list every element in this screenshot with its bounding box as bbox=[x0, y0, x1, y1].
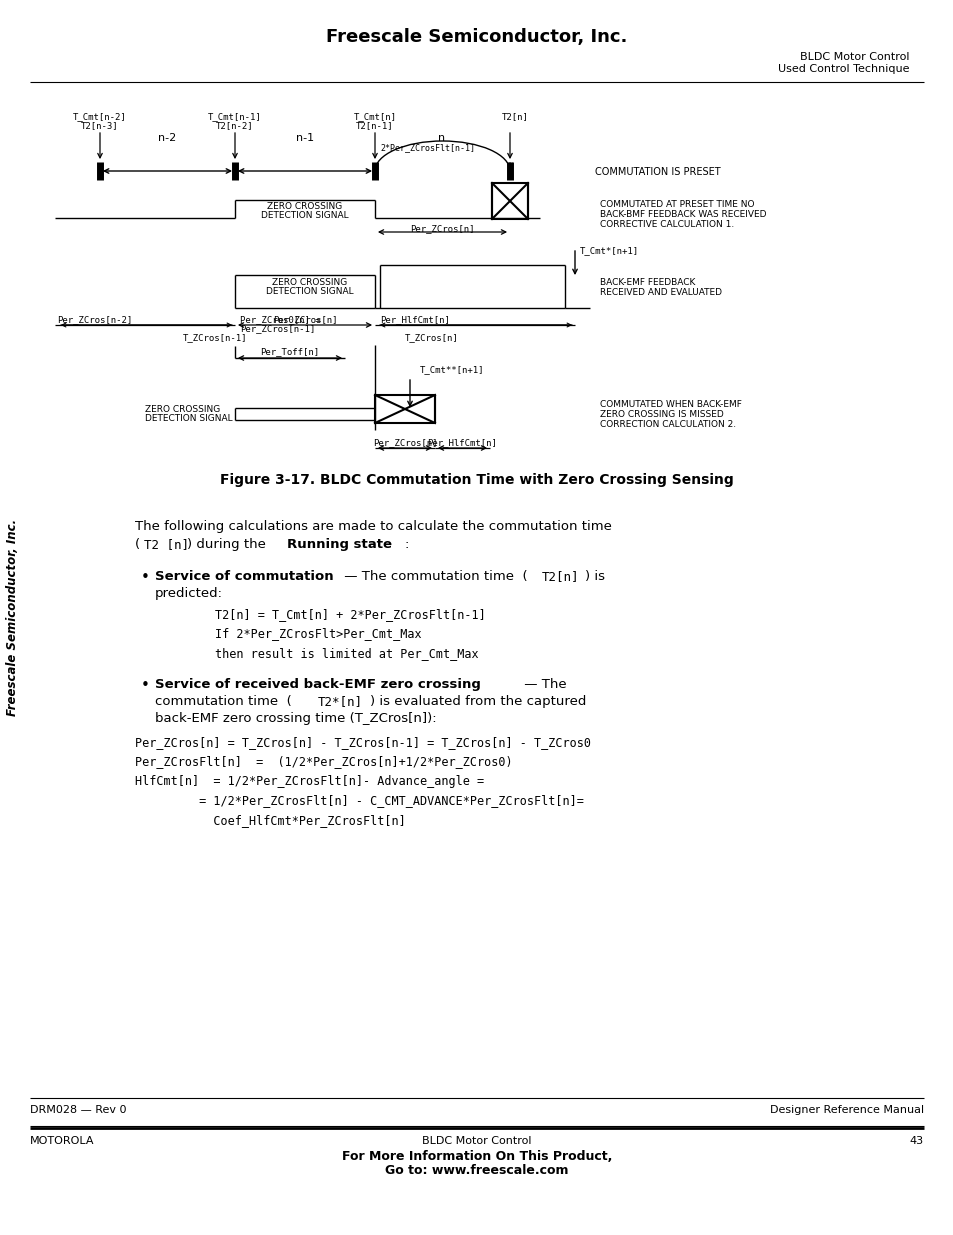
Text: ZERO CROSSING: ZERO CROSSING bbox=[145, 405, 220, 414]
Text: BLDC Motor Control: BLDC Motor Control bbox=[800, 52, 909, 62]
Text: Per_ZCros[n-2]: Per_ZCros[n-2] bbox=[57, 315, 132, 324]
Text: Per_ZCros[n]: Per_ZCros[n] bbox=[410, 224, 474, 233]
Text: Freescale Semiconductor, Inc.: Freescale Semiconductor, Inc. bbox=[326, 28, 627, 46]
Text: COMMUTATION IS PRESET: COMMUTATION IS PRESET bbox=[595, 167, 720, 177]
Text: n-1: n-1 bbox=[295, 133, 314, 143]
Text: Designer Reference Manual: Designer Reference Manual bbox=[769, 1105, 923, 1115]
Text: T2[n] = T_Cmt[n] + 2*Per_ZCrosFlt[n-1]
If 2*Per_ZCrosFlt>Per_Cmt_Max
then result: T2[n] = T_Cmt[n] + 2*Per_ZCrosFlt[n-1] I… bbox=[214, 608, 485, 659]
Text: Per_Toff[n]: Per_Toff[n] bbox=[260, 347, 319, 356]
Text: The following calculations are made to calculate the commutation time: The following calculations are made to c… bbox=[135, 520, 611, 534]
Text: For More Information On This Product,: For More Information On This Product, bbox=[341, 1150, 612, 1163]
Text: 43: 43 bbox=[909, 1136, 923, 1146]
Text: 2*Per_ZCrosFlt[n-1]: 2*Per_ZCrosFlt[n-1] bbox=[379, 143, 475, 152]
Text: — The commutation time  (: — The commutation time ( bbox=[339, 571, 527, 583]
Text: T2*[n]: T2*[n] bbox=[317, 695, 363, 708]
Text: BACK-EMF FEEDBACK: BACK-EMF FEEDBACK bbox=[599, 278, 695, 287]
Text: back-EMF zero crossing time (T_ZCros[n]):: back-EMF zero crossing time (T_ZCros[n])… bbox=[154, 713, 436, 725]
Bar bbox=[492, 183, 527, 219]
Text: Freescale Semiconductor, Inc.: Freescale Semiconductor, Inc. bbox=[7, 519, 19, 715]
Text: Go to: www.freescale.com: Go to: www.freescale.com bbox=[385, 1165, 568, 1177]
Text: T2[n]: T2[n] bbox=[501, 112, 528, 121]
Text: Per_HlfCmt[n]: Per_HlfCmt[n] bbox=[427, 438, 497, 447]
Text: predicted:: predicted: bbox=[154, 587, 223, 600]
Text: T2[n-3]: T2[n-3] bbox=[81, 121, 119, 130]
Text: (: ( bbox=[135, 538, 140, 551]
Text: Used Control Technique: Used Control Technique bbox=[778, 64, 909, 74]
Text: Service of received back-EMF zero crossing: Service of received back-EMF zero crossi… bbox=[154, 678, 480, 692]
Text: •: • bbox=[141, 678, 150, 693]
Text: commutation time  (: commutation time ( bbox=[154, 695, 292, 708]
Text: T_ZCros[n]: T_ZCros[n] bbox=[405, 333, 458, 342]
Text: DETECTION SIGNAL: DETECTION SIGNAL bbox=[266, 287, 354, 296]
Text: ZERO CROSSING: ZERO CROSSING bbox=[267, 203, 342, 211]
Text: Running state: Running state bbox=[287, 538, 392, 551]
Text: n-2: n-2 bbox=[157, 133, 176, 143]
Text: Per_HlfCmt[n]: Per_HlfCmt[n] bbox=[379, 315, 450, 324]
Text: COMMUTATED WHEN BACK-EMF: COMMUTATED WHEN BACK-EMF bbox=[599, 400, 741, 409]
Text: Per_ZCros0[n] =: Per_ZCros0[n] = bbox=[240, 315, 320, 324]
Text: T_Cmt[n-2]: T_Cmt[n-2] bbox=[73, 112, 127, 121]
Text: DRM028 — Rev 0: DRM028 — Rev 0 bbox=[30, 1105, 127, 1115]
Text: BACK-BMF FEEDBACK WAS RECEIVED: BACK-BMF FEEDBACK WAS RECEIVED bbox=[599, 210, 765, 219]
Text: CORRECTION CALCULATION 2.: CORRECTION CALCULATION 2. bbox=[599, 420, 736, 429]
Text: T_Cmt**[n+1]: T_Cmt**[n+1] bbox=[419, 366, 484, 374]
Text: ) is evaluated from the captured: ) is evaluated from the captured bbox=[370, 695, 586, 708]
Text: •: • bbox=[141, 571, 150, 585]
Text: ZERO CROSSING: ZERO CROSSING bbox=[273, 278, 347, 287]
Text: T_Cmt*[n+1]: T_Cmt*[n+1] bbox=[579, 246, 639, 254]
Text: T_ZCros[n-1]: T_ZCros[n-1] bbox=[183, 333, 247, 342]
Text: T_Cmt[n]: T_Cmt[n] bbox=[354, 112, 396, 121]
Text: Figure 3-17. BLDC Commutation Time with Zero Crossing Sensing: Figure 3-17. BLDC Commutation Time with … bbox=[220, 473, 733, 487]
Text: RECEIVED AND EVALUATED: RECEIVED AND EVALUATED bbox=[599, 288, 721, 296]
Text: CORRECTIVE CALCULATION 1.: CORRECTIVE CALCULATION 1. bbox=[599, 220, 734, 228]
Text: ZERO CROSSING IS MISSED: ZERO CROSSING IS MISSED bbox=[599, 410, 723, 419]
Text: MOTOROLA: MOTOROLA bbox=[30, 1136, 94, 1146]
Text: Per_ZCros[n-1]: Per_ZCros[n-1] bbox=[240, 324, 314, 333]
Text: Per_ZCros[n]: Per_ZCros[n] bbox=[273, 315, 337, 324]
Text: — The: — The bbox=[519, 678, 566, 692]
Text: :: : bbox=[405, 538, 409, 551]
Text: ) during the: ) during the bbox=[187, 538, 270, 551]
Text: DETECTION SIGNAL: DETECTION SIGNAL bbox=[145, 414, 233, 424]
Text: n: n bbox=[438, 133, 445, 143]
Text: Per_ZCros[n]: Per_ZCros[n] bbox=[373, 438, 436, 447]
Text: DETECTION SIGNAL: DETECTION SIGNAL bbox=[261, 211, 349, 220]
Text: ) is: ) is bbox=[584, 571, 604, 583]
Text: Service of commutation: Service of commutation bbox=[154, 571, 334, 583]
Bar bbox=[375, 395, 435, 424]
Text: T2 [n]: T2 [n] bbox=[144, 538, 189, 551]
Text: BLDC Motor Control: BLDC Motor Control bbox=[422, 1136, 531, 1146]
Text: T2[n]: T2[n] bbox=[541, 571, 578, 583]
Text: T_Cmt[n-1]: T_Cmt[n-1] bbox=[208, 112, 262, 121]
Text: Per_ZCros[n] = T_ZCros[n] - T_ZCros[n-1] = T_ZCros[n] - T_ZCros0
Per_ZCrosFlt[n]: Per_ZCros[n] = T_ZCros[n] - T_ZCros[n-1]… bbox=[135, 736, 590, 827]
Text: T2[n-1]: T2[n-1] bbox=[355, 121, 394, 130]
Text: COMMUTATED AT PRESET TIME NO: COMMUTATED AT PRESET TIME NO bbox=[599, 200, 754, 209]
Text: T2[n-2]: T2[n-2] bbox=[216, 121, 253, 130]
